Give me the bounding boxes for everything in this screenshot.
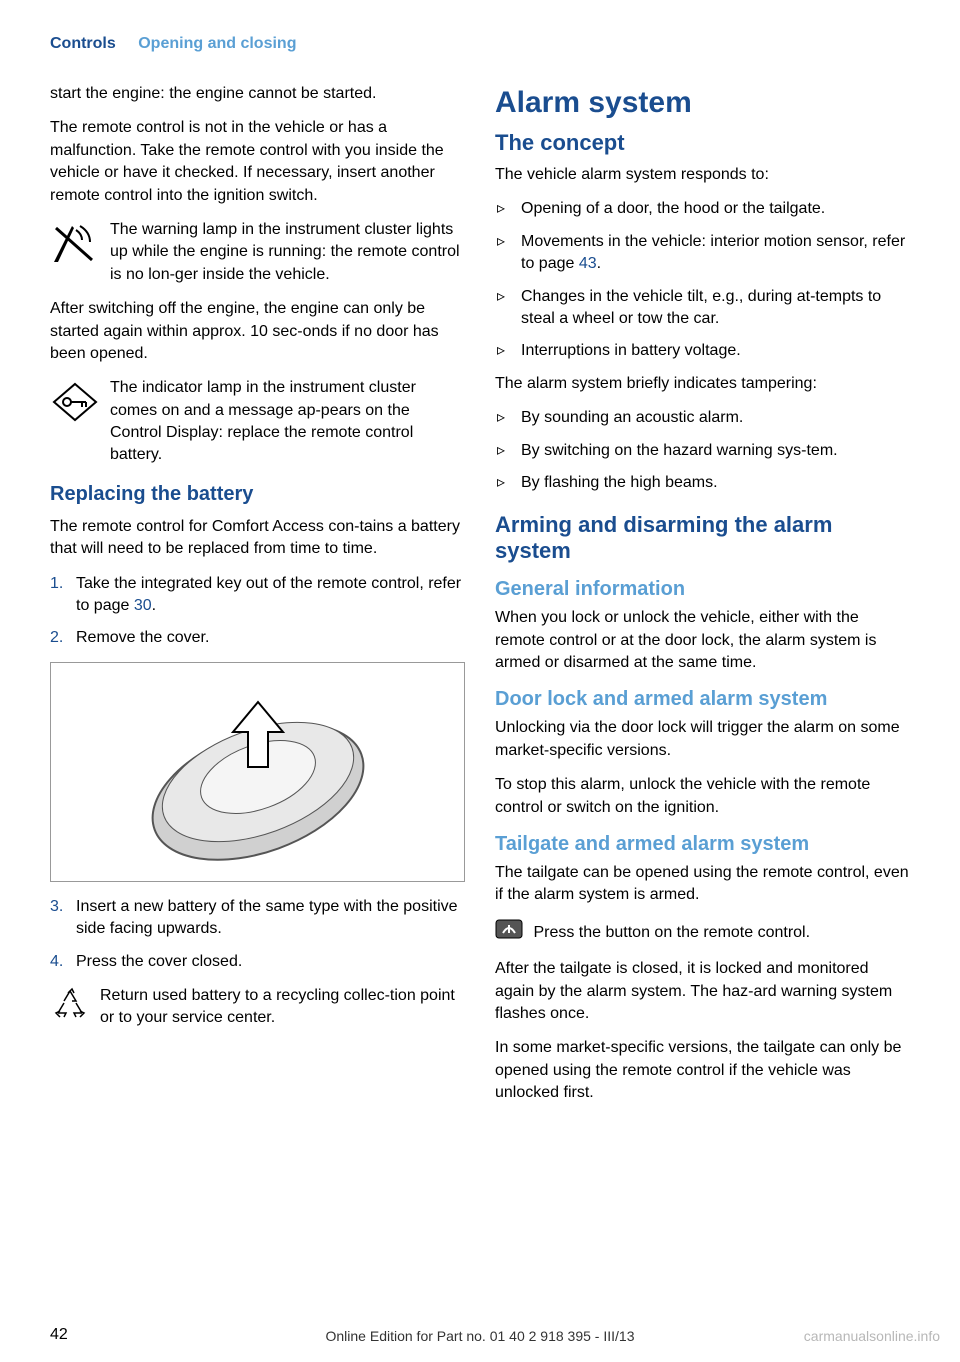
doorlock-p2: To stop this alarm, unlock the vehicle w… [495,774,910,819]
concept-item-3: Changes in the vehicle tilt, e.g., durin… [495,286,910,331]
step-1-text-b: . [152,597,156,614]
right-column: Alarm system The concept The vehicle ala… [495,83,910,1117]
concept-list: Opening of a door, the hood or the tailg… [495,198,910,362]
left-p3: After switching off the engine, the engi… [50,298,465,365]
concept-item-2-link[interactable]: 43 [579,255,597,272]
doorlock-p1: Unlocking via the door lock will trigger… [495,717,910,762]
left-p1: start the engine: the engine cannot be s… [50,83,465,105]
left-p2: The remote control is not in the vehicle… [50,117,465,207]
tailgate-button-text: Press the button on the remote control. [533,924,810,941]
breadcrumb-section: Opening and closing [138,35,296,52]
left-column: start the engine: the engine cannot be s… [50,83,465,1117]
tailgate-p3: In some market-specific versions, the ta… [495,1037,910,1104]
step-3: Insert a new battery of the same type wi… [50,896,465,941]
recycle-para: Return used battery to a recycling colle… [50,985,465,1030]
tailgate-p1: The tailgate can be opened using the rem… [495,862,910,907]
concept-item-2: Movements in the vehicle: interior motio… [495,231,910,276]
left-p4: The remote control for Comfort Access co… [50,516,465,561]
tamper-item-2: By switching on the hazard warning sys‐t… [495,440,910,462]
concept-item-2b: . [597,255,601,272]
general-p: When you lock or unlock the vehicle, eit… [495,607,910,674]
heading-alarm-system: Alarm system [495,86,910,120]
heading-tailgate: Tailgate and armed alarm system [495,833,910,856]
tamper-intro: The alarm system briefly indicates tampe… [495,373,910,395]
breadcrumb-controls: Controls [50,35,116,52]
content-area: start the engine: the engine cannot be s… [0,73,960,1117]
tamper-list: By sounding an acoustic alarm. By switch… [495,407,910,494]
heading-replace-battery: Replacing the battery [50,483,465,506]
heading-general-info: General information [495,578,910,601]
tamper-item-1: By sounding an acoustic alarm. [495,407,910,429]
heading-doorlock: Door lock and armed alarm system [495,688,910,711]
warning-lamp-text: The warning lamp in the instrument clust… [110,219,465,286]
concept-item-4: Interruptions in battery voltage. [495,340,910,362]
replace-steps-cont: Insert a new battery of the same type wi… [50,896,465,973]
breadcrumb: Controls Opening and closing [50,35,910,53]
key-diamond-icon [50,377,100,427]
recycle-icon [50,985,90,1025]
step-4: Press the cover closed. [50,951,465,973]
concept-intro: The vehicle alarm system responds to: [495,164,910,186]
remote-signal-icon [50,219,100,269]
concept-item-1: Opening of a door, the hood or the tailg… [495,198,910,220]
watermark: carmanualsonline.info [804,1328,940,1344]
tamper-item-3: By flashing the high beams. [495,472,910,494]
step-2: Remove the cover. [50,627,465,649]
tailgate-button-icon [495,919,523,946]
step-1: Take the integrated key out of the remot… [50,573,465,618]
tailgate-button-line: Press the button on the remote control. [495,919,910,946]
key-indicator-text: The indicator lamp in the instrument clu… [110,377,465,467]
page-header: Controls Opening and closing [0,0,960,73]
tailgate-p2: After the tailgate is closed, it is lock… [495,958,910,1025]
recycle-text: Return used battery to a recycling colle… [100,985,465,1030]
key-indicator-para: The indicator lamp in the instrument clu… [50,377,465,467]
step-1-link[interactable]: 30 [134,597,152,614]
replace-steps: Take the integrated key out of the remot… [50,573,465,650]
warning-lamp-para: The warning lamp in the instrument clust… [50,219,465,286]
heading-arming: Arming and disarming the alarm system [495,512,910,564]
heading-concept: The concept [495,130,910,156]
remote-key-image [50,662,465,882]
